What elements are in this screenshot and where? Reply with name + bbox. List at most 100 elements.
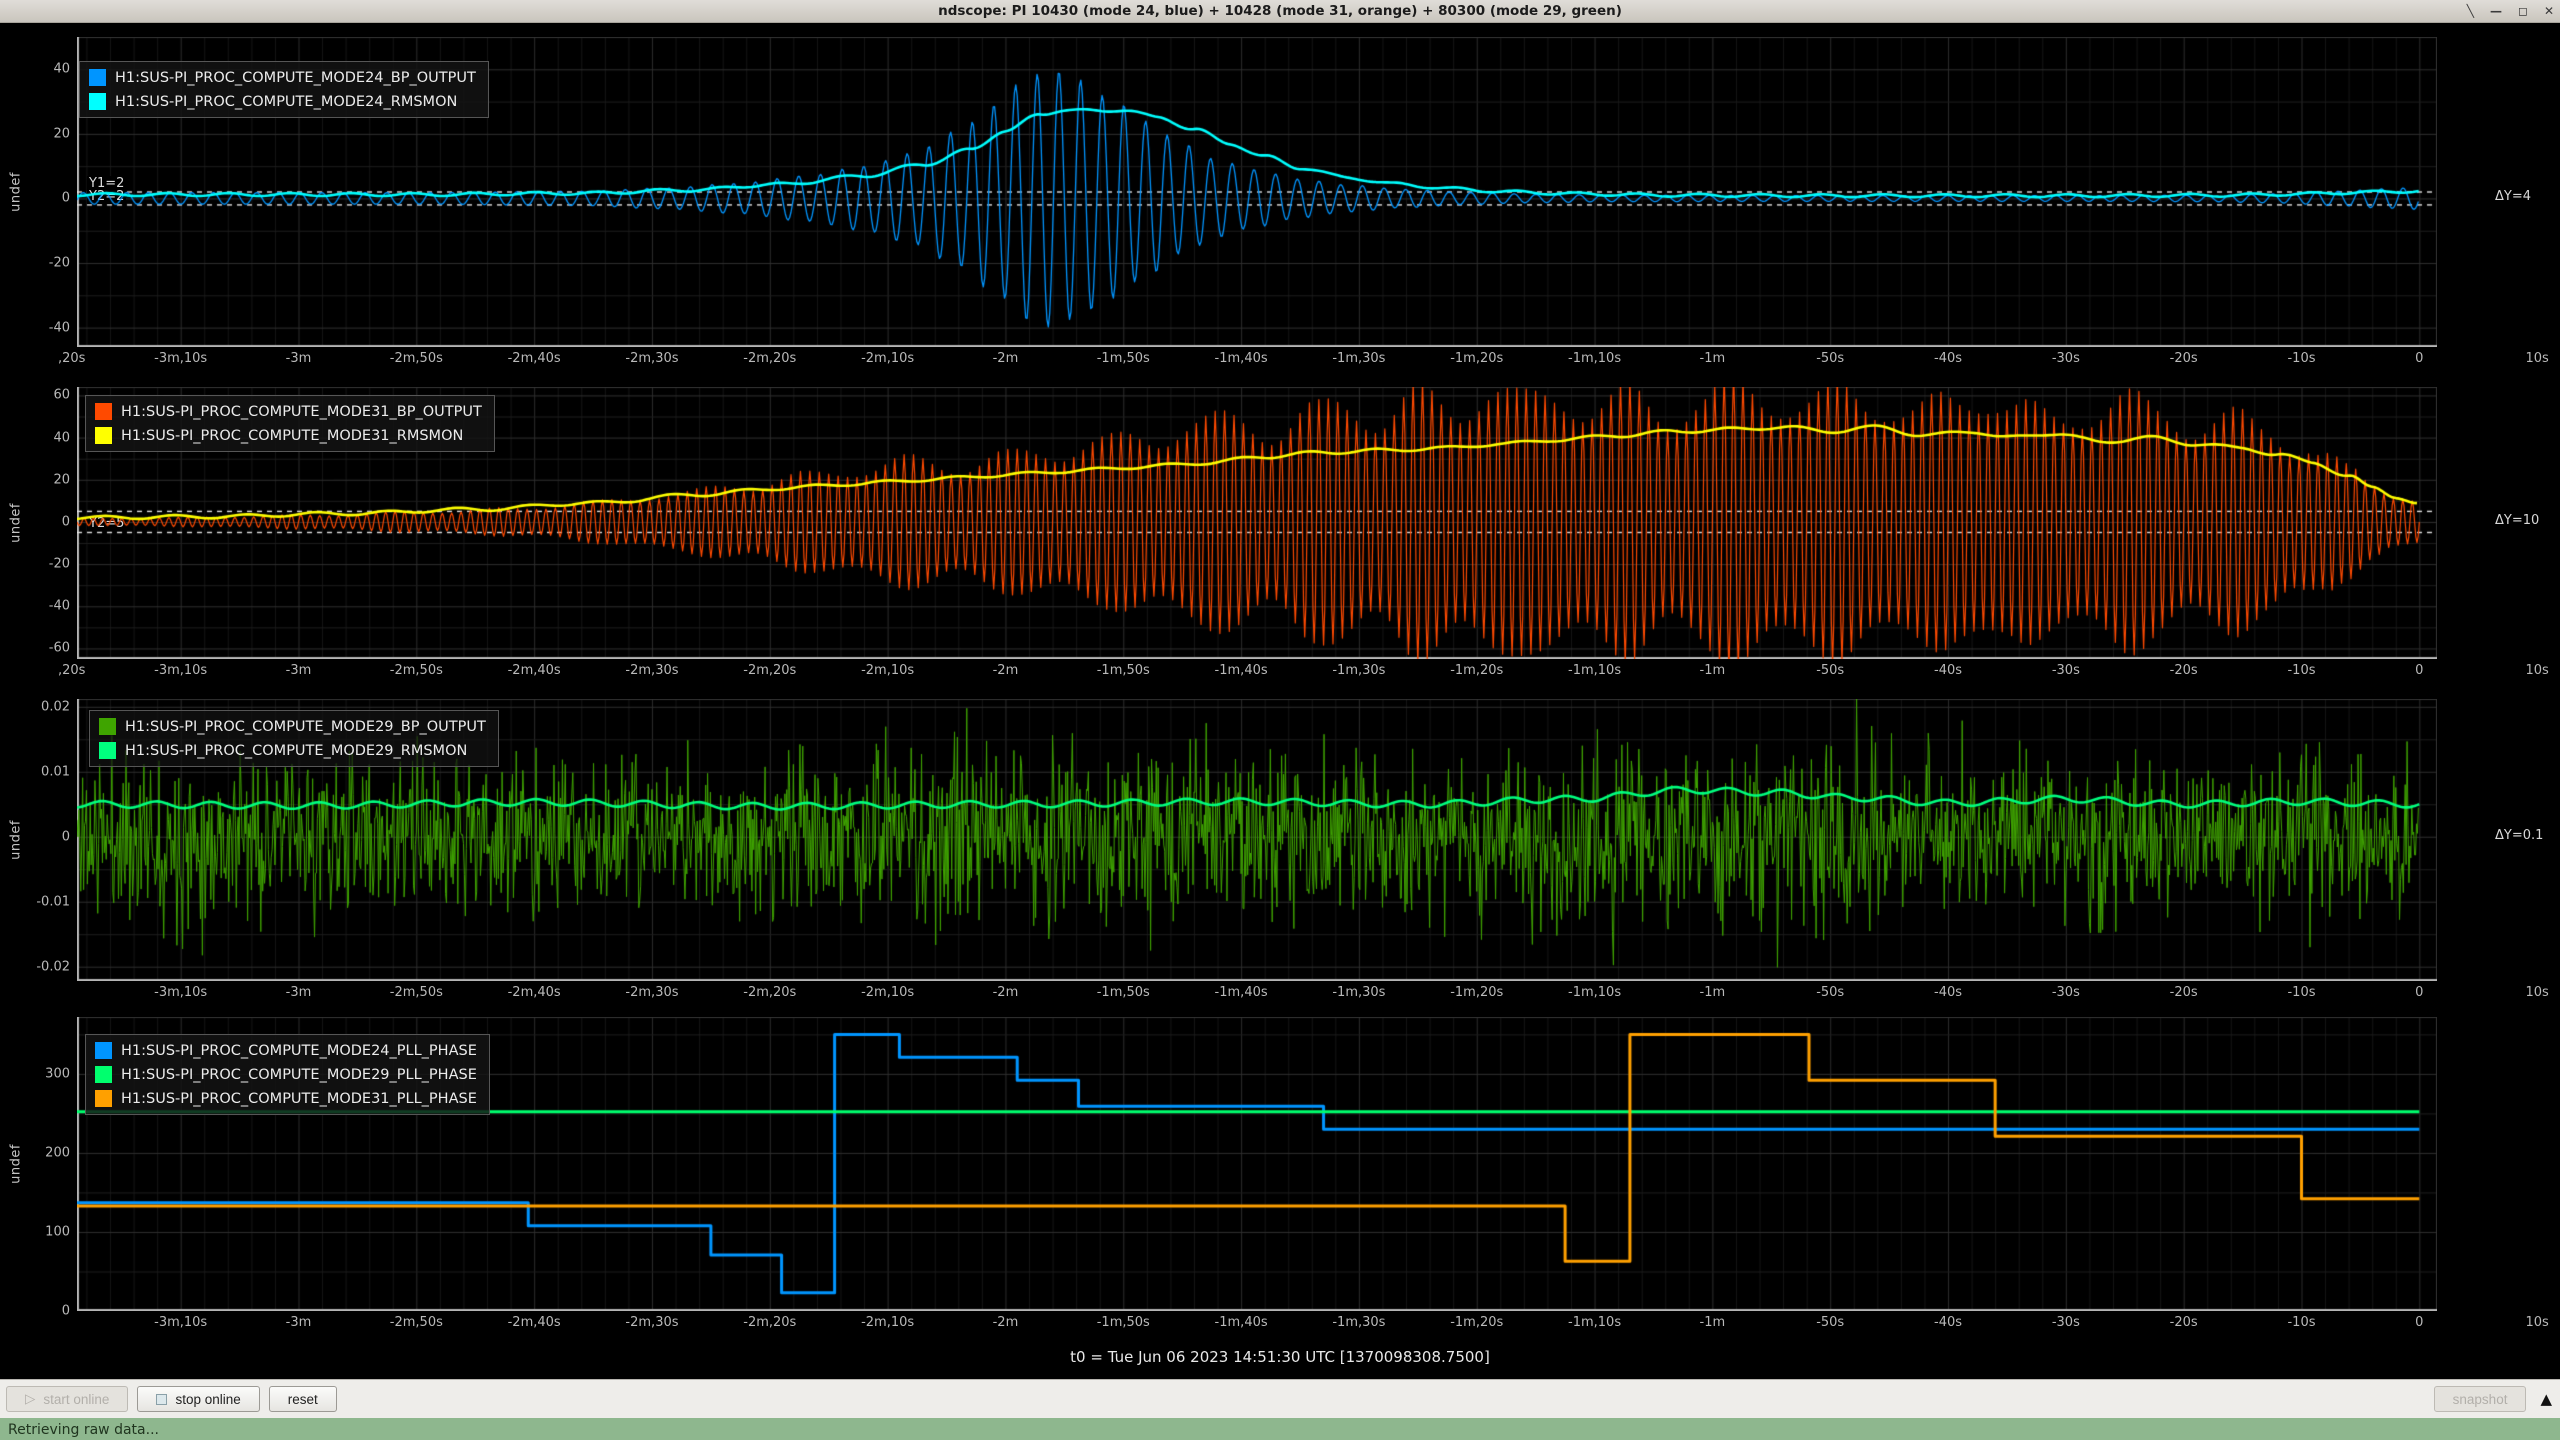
x-tick-label: -2m,40s (508, 1315, 561, 1330)
x-tick-label: -3m (286, 985, 312, 1000)
statusbar: Retrieving raw data... (0, 1418, 2560, 1440)
legend-item: H1:SUS-PI_PROC_COMPUTE_MODE29_PLL_PHASE (95, 1066, 477, 1083)
snapshot-button[interactable]: snapshot (2434, 1386, 2527, 1412)
x-tick-label: 0 (2415, 985, 2423, 1000)
x-tick-label: -40s (1934, 985, 1962, 1000)
legend-channel-label: H1:SUS-PI_PROC_COMPUTE_MODE29_BP_OUTPUT (125, 719, 486, 735)
x-tick-label: -2m,50s (390, 985, 443, 1000)
legend[interactable]: H1:SUS-PI_PROC_COMPUTE_MODE24_BP_OUTPUT … (79, 61, 489, 118)
legend-swatch-springgreen (95, 1066, 112, 1083)
x-tick-label: 0 (2415, 1315, 2423, 1330)
x-tick-label: -1m (1700, 663, 1726, 678)
y-tick-label: -40 (49, 599, 70, 614)
x-tick-label: -3m,10s (154, 1315, 207, 1330)
legend-swatch-blue (89, 69, 106, 86)
x-tick-label: -3m,10s (154, 351, 207, 366)
x-tick-label: -50s (1816, 663, 1844, 678)
reset-button[interactable]: reset (269, 1386, 337, 1412)
x-axis-pll-phase[interactable]: -3m,10s-3m-2m,50s-2m,40s-2m,30s-2m,20s-2… (0, 1311, 2560, 1335)
x-tick-label: -2m,10s (861, 663, 914, 678)
shade-icon[interactable]: ╲ (2467, 4, 2474, 18)
maximize-icon[interactable]: ◻ (2518, 4, 2528, 18)
x-tick-label: -2m,20s (743, 985, 796, 1000)
x-tick-label-clipped: 10s (2525, 351, 2548, 366)
x-tick-label: -20s (2170, 663, 2198, 678)
x-axis-mode31[interactable]: -3m,10s-3m-2m,50s-2m,40s-2m,30s-2m,20s-2… (0, 659, 2560, 683)
x-tick-label: -1m,50s (1097, 663, 1150, 678)
x-tick-label: -2m,20s (743, 1315, 796, 1330)
legend[interactable]: H1:SUS-PI_PROC_COMPUTE_MODE24_PLL_PHASE … (85, 1034, 490, 1115)
x-tick-label: -2m,40s (508, 985, 561, 1000)
y-tick-label: -0.01 (36, 894, 70, 909)
x-tick-label: -10s (2287, 1315, 2315, 1330)
plot-panel-mode24: undef 40200-20-40 Y1=2 Y2=2 H1:SUS-PI_PR… (0, 37, 2560, 347)
legend-channel-label: H1:SUS-PI_PROC_COMPUTE_MODE29_PLL_PHASE (121, 1067, 477, 1083)
legend-item: H1:SUS-PI_PROC_COMPUTE_MODE24_BP_OUTPUT (89, 69, 476, 86)
x-tick-label: -2m,40s (508, 663, 561, 678)
legend-swatch-cyan (89, 93, 106, 110)
x-tick-label: -20s (2170, 1315, 2198, 1330)
plot-panel-mode31: undef 6040200-20-40-60 Y2=5 H1:SUS-PI_PR… (0, 387, 2560, 659)
y-axis-mode31[interactable]: undef 6040200-20-40-60 (0, 387, 77, 659)
x-tick-label: -2m,30s (625, 351, 678, 366)
x-tick-label: -40s (1934, 663, 1962, 678)
x-tick-label: -30s (2052, 351, 2080, 366)
window-title: ndscope: PI 10430 (mode 24, blue) + 1042… (0, 3, 2560, 19)
legend-channel-label: H1:SUS-PI_PROC_COMPUTE_MODE24_BP_OUTPUT (115, 70, 476, 86)
y-axis-mode29[interactable]: undef 0.020.010-0.01-0.02 (0, 699, 77, 981)
status-message: Retrieving raw data... (8, 1422, 159, 1438)
x-tick-label: -30s (2052, 663, 2080, 678)
x-tick-label: -1m,40s (1215, 351, 1268, 366)
x-tick-label: -2m,40s (508, 351, 561, 366)
x-tick-label: -3m,10s (154, 663, 207, 678)
minimize-icon[interactable]: — (2490, 4, 2502, 18)
x-tick-label: -10s (2287, 663, 2315, 678)
expand-triangle-icon[interactable]: ▲ (2540, 1390, 2552, 1408)
titlebar[interactable]: ndscope: PI 10430 (mode 24, blue) + 1042… (0, 0, 2560, 23)
x-tick-label: -2m,10s (861, 985, 914, 1000)
stop-online-button[interactable]: stop online (137, 1386, 259, 1412)
legend-swatch-springgreen (99, 742, 116, 759)
x-axis-mode24[interactable]: -3m,10s-3m-2m,50s-2m,40s-2m,30s-2m,20s-2… (0, 347, 2560, 371)
y-tick-label: -0.02 (36, 959, 70, 974)
x-tick-label: -3m,10s (154, 985, 207, 1000)
legend-item: H1:SUS-PI_PROC_COMPUTE_MODE29_BP_OUTPUT (99, 718, 486, 735)
t0-timestamp-label: t0 = Tue Jun 06 2023 14:51:30 UTC [13700… (1070, 1348, 1490, 1366)
legend-swatch-orange (95, 403, 112, 420)
x-tick-label: -1m,40s (1215, 1315, 1268, 1330)
x-tick-label: -1m,50s (1097, 351, 1150, 366)
x-tick-label: 0 (2415, 351, 2423, 366)
x-tick-label: -2m,50s (390, 351, 443, 366)
plot-panel-pll-phase: undef 3002001000 H1:SUS-PI_PROC_COMPUTE_… (0, 1017, 2560, 1311)
x-tick-label: -1m,20s (1450, 663, 1503, 678)
x-tick-label: -10s (2287, 985, 2315, 1000)
legend[interactable]: H1:SUS-PI_PROC_COMPUTE_MODE29_BP_OUTPUT … (89, 710, 499, 767)
x-axis-mode29[interactable]: -3m,10s-3m-2m,50s-2m,40s-2m,30s-2m,20s-2… (0, 981, 2560, 1005)
x-tick-label: -1m,10s (1568, 985, 1621, 1000)
legend-channel-label: H1:SUS-PI_PROC_COMPUTE_MODE31_RMSMON (121, 428, 463, 444)
y-tick-label: 20 (53, 126, 70, 141)
x-tick-label: -50s (1816, 985, 1844, 1000)
y-axis-pll-phase[interactable]: undef 3002001000 (0, 1017, 77, 1311)
x-tick-label: -20s (2170, 351, 2198, 366)
y-tick-label: 0.01 (41, 764, 70, 779)
legend-channel-label: H1:SUS-PI_PROC_COMPUTE_MODE31_BP_OUTPUT (121, 404, 482, 420)
y-axis-mode24[interactable]: undef 40200-20-40 (0, 37, 77, 347)
start-online-button[interactable]: ▷ start online (6, 1386, 128, 1412)
x-tick-label: -1m (1700, 1315, 1726, 1330)
x-tick-label-clipped: 10s (2525, 663, 2548, 678)
x-tick-label: -1m,10s (1568, 663, 1621, 678)
legend-channel-label: H1:SUS-PI_PROC_COMPUTE_MODE24_PLL_PHASE (121, 1043, 477, 1059)
x-tick-label: -1m,10s (1568, 351, 1621, 366)
x-tick-label: -1m,40s (1215, 663, 1268, 678)
x-tick-label: -20s (2170, 985, 2198, 1000)
play-icon: ▷ (25, 1391, 35, 1407)
legend-channel-label: H1:SUS-PI_PROC_COMPUTE_MODE29_RMSMON (125, 743, 467, 759)
x-tick-label: -1m,20s (1450, 985, 1503, 1000)
x-tick-label: -30s (2052, 1315, 2080, 1330)
y-tick-label: 0.02 (41, 699, 70, 714)
toolbar: ▷ start online stop online reset snapsho… (0, 1379, 2560, 1418)
close-icon[interactable]: ✕ (2544, 4, 2554, 18)
legend-swatch-blue (95, 1042, 112, 1059)
legend[interactable]: H1:SUS-PI_PROC_COMPUTE_MODE31_BP_OUTPUT … (85, 395, 495, 452)
